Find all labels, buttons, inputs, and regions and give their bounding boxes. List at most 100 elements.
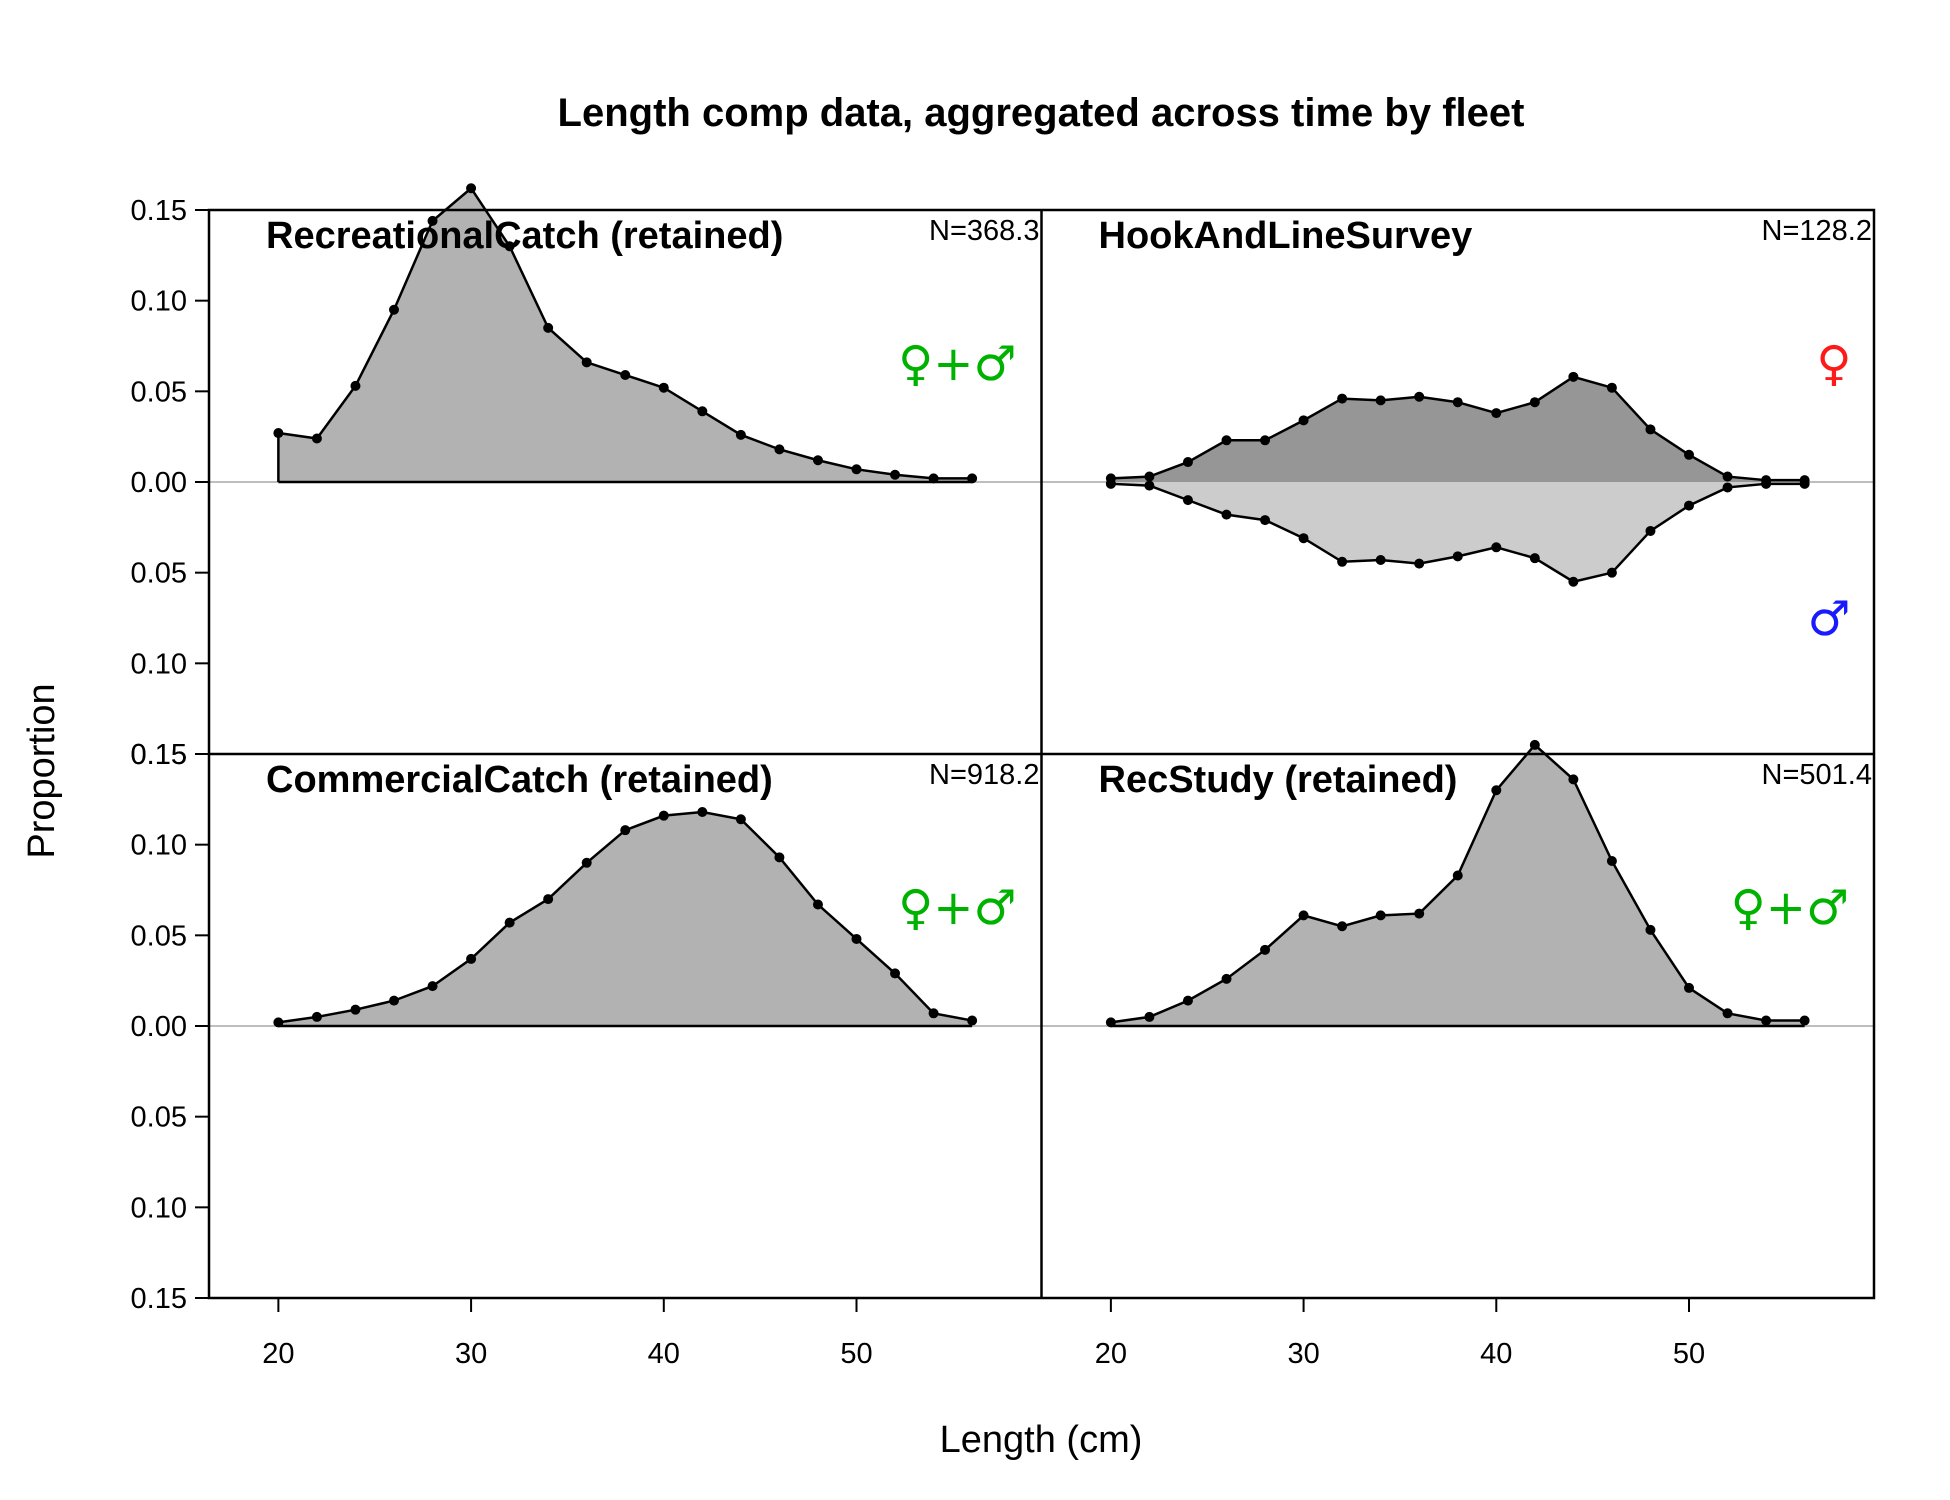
data-point: [581, 357, 592, 368]
n-label: N=918.2: [929, 759, 1039, 791]
data-point: [812, 899, 823, 910]
data-point: [1684, 500, 1694, 511]
data-point: [1144, 471, 1155, 482]
data-point: [1414, 391, 1425, 402]
data-point: [543, 894, 554, 905]
x-tick-label: 50: [840, 1338, 872, 1370]
data-point: [1221, 973, 1232, 984]
data-point: [1722, 1008, 1733, 1019]
data-point: [1568, 576, 1579, 587]
data-point: [967, 1015, 978, 1026]
data-point: [273, 428, 284, 439]
x-tick-label: 30: [455, 1338, 487, 1370]
panel-title: RecreationalCatch (retained): [266, 215, 783, 257]
panel-4: RecStudy (retained) N=501.4 ♀+♂ 20 30 40 50: [1041, 739, 1874, 1370]
data-point: [581, 857, 592, 868]
data-point: [890, 469, 901, 480]
data-point: [1684, 449, 1694, 460]
data-point: [466, 183, 477, 194]
data-point: [1529, 739, 1540, 750]
panel-title: RecStudy (retained): [1099, 759, 1458, 801]
data-point: [1375, 554, 1386, 565]
y-tick-label: 0.15: [131, 195, 187, 227]
y-tick-label: 0.05: [131, 920, 187, 952]
y-tick-label: 0.10: [131, 1192, 187, 1224]
data-point: [1452, 870, 1463, 881]
n-label: N=368.3: [929, 215, 1039, 247]
data-point: [1260, 435, 1271, 446]
area-male: [1110, 482, 1805, 582]
data-point: [1144, 1011, 1155, 1022]
panels-group: RecreationalCatch (retained) N=368.3 ♀+♂ 0.…: [131, 183, 1876, 1370]
data-point: [620, 825, 631, 836]
data-point: [1761, 478, 1772, 489]
data-point: [311, 1011, 322, 1022]
data-point: [1491, 785, 1502, 796]
data-point: [1684, 982, 1694, 993]
data-point: [735, 814, 746, 825]
data-point: [504, 917, 515, 928]
data-point: [427, 981, 438, 992]
data-point: [620, 370, 631, 381]
data-point: [1761, 1015, 1772, 1026]
x-tick-label: 20: [1095, 1338, 1127, 1370]
data-point: [812, 455, 823, 466]
x-tick-label: 40: [648, 1338, 680, 1370]
x-axis-label: Length (cm): [940, 1419, 1143, 1461]
x-tick-label: 20: [262, 1338, 294, 1370]
data-point: [427, 215, 438, 226]
data-point: [851, 933, 862, 944]
data-point: [1337, 393, 1348, 404]
data-point: [1568, 774, 1579, 785]
data-point: [1491, 542, 1502, 553]
y-tick-label: 0.05: [131, 1102, 187, 1134]
data-point: [658, 810, 669, 821]
data-point: [504, 241, 515, 252]
data-point: [1182, 457, 1193, 468]
data-point: [311, 433, 322, 444]
panel-title: CommercialCatch (retained): [266, 759, 773, 801]
y-tick-label: 0.05: [131, 558, 187, 590]
data-point: [1529, 397, 1540, 408]
data-point: [851, 464, 862, 475]
y-tick-label: 0.15: [131, 739, 187, 771]
area-combined: [278, 812, 973, 1026]
data-point: [1337, 556, 1348, 567]
data-point: [1260, 944, 1271, 955]
data-point: [1144, 480, 1155, 491]
sex-symbol-combined: ♀+♂: [898, 336, 1016, 392]
panel-title: HookAndLineSurvey: [1099, 215, 1473, 257]
data-point: [273, 1017, 284, 1028]
data-point: [1375, 910, 1386, 921]
y-tick-label: 0.15: [131, 1283, 187, 1315]
data-point: [543, 322, 554, 333]
y-tick-label: 0.10: [131, 830, 187, 862]
data-point: [1221, 435, 1232, 446]
data-point: [1452, 397, 1463, 408]
data-point: [1298, 533, 1309, 544]
data-point: [389, 995, 399, 1006]
data-point: [1722, 482, 1733, 493]
data-point: [1645, 924, 1656, 935]
data-point: [1645, 424, 1656, 435]
data-point: [1414, 558, 1425, 569]
y-tick-label: 0.00: [131, 467, 187, 499]
data-point: [1606, 855, 1617, 866]
data-point: [1182, 995, 1193, 1006]
data-point: [1337, 921, 1348, 932]
y-tick-label: 0.10: [131, 286, 187, 318]
y-tick-label: 0.00: [131, 1011, 187, 1043]
n-label: N=128.2: [1762, 215, 1872, 247]
data-point: [1722, 471, 1733, 482]
x-tick-label: 50: [1673, 1338, 1705, 1370]
data-point: [697, 807, 708, 818]
data-point: [1568, 371, 1579, 382]
data-point: [1606, 567, 1617, 578]
y-tick-label: 0.15: [131, 739, 187, 771]
sex-symbol-combined: ♀+♂: [898, 880, 1016, 936]
data-point: [1375, 395, 1386, 406]
data-point: [1105, 478, 1116, 489]
panel-3: CommercialCatch (retained) N=918.2 ♀+♂ 0.15…: [131, 739, 1042, 1370]
data-point: [1452, 551, 1463, 562]
